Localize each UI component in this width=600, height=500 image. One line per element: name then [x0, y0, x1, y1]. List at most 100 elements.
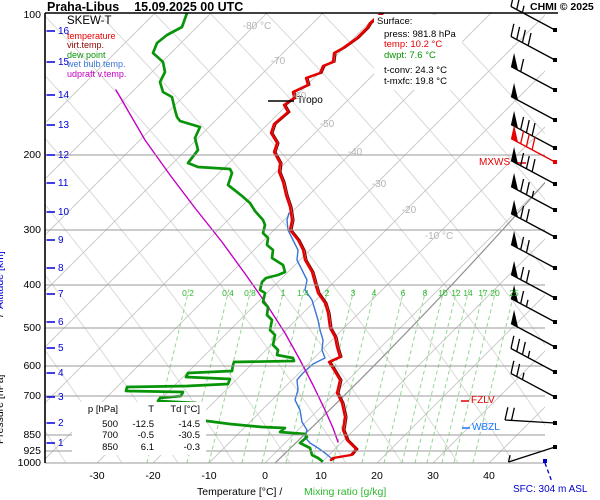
mixing-ratio-label: 10 — [438, 288, 448, 298]
wind-barb-dot — [553, 235, 557, 239]
wind-barb-stroke — [521, 341, 526, 355]
wind-barb-dot — [553, 296, 557, 300]
wind-barb-stroke — [520, 130, 525, 144]
isotherm-label: -70 — [270, 56, 286, 67]
mixing-ratio-label: 0.4 — [222, 288, 234, 298]
wind-barb-stroke — [516, 26, 521, 40]
wind-barb-dot — [553, 118, 557, 122]
surface-info-panel: Surface: press: 981.8 hPa temp: 10.2 °C dw… — [374, 15, 462, 90]
table-row: 500 -12.5 -14.5 — [76, 419, 202, 431]
wind-barb — [510, 0, 557, 32]
table-cell: -30.5 — [178, 430, 200, 442]
mixing-ratio-line — [361, 288, 405, 463]
wind-barb-stroke — [508, 446, 556, 463]
copyright-label: CHMI © 2025 — [530, 1, 594, 13]
wind-barb — [510, 110, 557, 150]
wind-barb-stroke — [527, 350, 531, 358]
wind-barb — [510, 230, 557, 270]
altitude-tick-label: 14 — [58, 90, 70, 101]
altitude-tick-label: 11 — [58, 178, 69, 189]
wind-barb-stroke — [510, 243, 556, 269]
legend-title: SKEW-T — [67, 15, 112, 27]
mixing-ratio-label: 0.2 — [182, 288, 194, 298]
table-cell: 500 — [102, 418, 118, 430]
isotherm-line — [432, 350, 545, 463]
isotherm-line — [376, 294, 545, 463]
wind-barb-stroke — [525, 181, 530, 195]
mixing-ratio-line — [383, 288, 427, 463]
table-header-cell: T — [148, 404, 154, 416]
altitude-tick-label: 5 — [58, 343, 64, 354]
table-cell: -12.5 — [132, 418, 154, 430]
dry-adiabat-line — [45, 274, 179, 463]
isotherm-line — [45, 13, 212, 180]
pressure-tick-label: 200 — [23, 149, 41, 161]
isotherm-label: -10 °C — [424, 231, 454, 242]
wind-barb-stroke — [510, 35, 556, 61]
temperature-tick-label: -30 — [89, 470, 105, 482]
wind-barb — [510, 146, 557, 186]
wind-barb-stroke — [510, 159, 556, 185]
wind-barb-stroke — [510, 407, 515, 421]
wind-barb-dot — [553, 28, 557, 32]
altitude-tick-label: 6 — [58, 317, 64, 328]
mixing-ratio-line — [311, 288, 355, 463]
pressure-tick-label: 925 — [23, 445, 41, 457]
dry-adiabat-line — [45, 203, 235, 463]
wind-barb-dot — [553, 320, 557, 324]
wind-barb-stroke — [525, 239, 530, 253]
mixing-ratio-label: 4 — [371, 288, 377, 298]
wind-barb-stroke — [516, 0, 520, 10]
reference-diagonal-line — [274, 181, 545, 463]
table-cell: -0.5 — [137, 430, 154, 442]
isotherm-line — [152, 70, 545, 463]
wind-barb — [510, 52, 557, 92]
wind-barb-dot — [553, 182, 557, 186]
altitude-tick-label: 16 — [58, 26, 70, 37]
max-wind-marker-label: MXWS — [479, 157, 511, 168]
station-name: Praha-Libus — [47, 0, 120, 14]
legend-item: temperature — [67, 30, 116, 41]
altitude-tick-label: 7 — [58, 289, 64, 300]
mixing-ratio-label: 3 — [350, 288, 356, 298]
mixing-ratio-line — [426, 288, 470, 463]
wind-barb-stroke — [521, 29, 526, 43]
wind-barb — [510, 124, 557, 164]
wind-barb-stroke — [520, 266, 525, 280]
curve-legend: SKEW-T temperature virt.temp. dew point wet… — [67, 15, 126, 80]
surface-values: press: 981.8 hPa temp: 10.2 °C dwpt: 7.6 °… — [377, 28, 456, 88]
isotherm-label: -20 — [401, 205, 417, 216]
isotherm-label: -80 °C — [242, 21, 272, 32]
wind-barb-flag — [511, 199, 519, 218]
mixing-ratio-line — [441, 288, 485, 463]
y-axis-label-pressure: Pressure [hPa] — [0, 374, 6, 444]
wind-barb — [510, 199, 557, 239]
table-cell: 850 — [102, 441, 118, 453]
table-row: 850 6.1 -0.3 — [76, 442, 202, 454]
wind-barb-dot — [553, 421, 557, 425]
wind-barb-stroke — [520, 178, 525, 192]
wind-barb — [504, 407, 557, 425]
wind-barb-dot — [553, 160, 557, 164]
mixing-ratio-label: 8 — [422, 288, 428, 298]
altitude-tick-label: 10 — [58, 207, 70, 218]
legend-item: wet bulb temp. — [67, 59, 126, 70]
table-cell: -14.5 — [178, 418, 200, 430]
temperature-tick-label: 10 — [315, 470, 327, 482]
wind-barb-flag — [511, 284, 519, 303]
wind-barb-flag — [511, 230, 519, 249]
wet_bulb-curve — [286, 212, 332, 459]
wind-barb-stroke — [510, 335, 515, 349]
wind-barb-stroke — [521, 5, 525, 13]
wind-barb-dot — [553, 88, 557, 92]
page-title: Praha-Libus 15.09.2025 00 UTC — [47, 0, 243, 14]
freezing-level-marker-label: FZLV — [471, 395, 495, 406]
wind-barb-stroke — [520, 236, 525, 250]
mixing-ratio-label: 17 — [478, 288, 488, 298]
mixing-ratio-line — [208, 288, 252, 463]
dry-adiabat-line — [45, 74, 347, 463]
mixing-ratio-line — [414, 288, 458, 463]
surface-value-row: press: 981.8 hPa — [384, 28, 456, 40]
surface-elevation-label: SFC: 304 m ASL — [513, 484, 588, 495]
wind-barb — [510, 335, 557, 374]
